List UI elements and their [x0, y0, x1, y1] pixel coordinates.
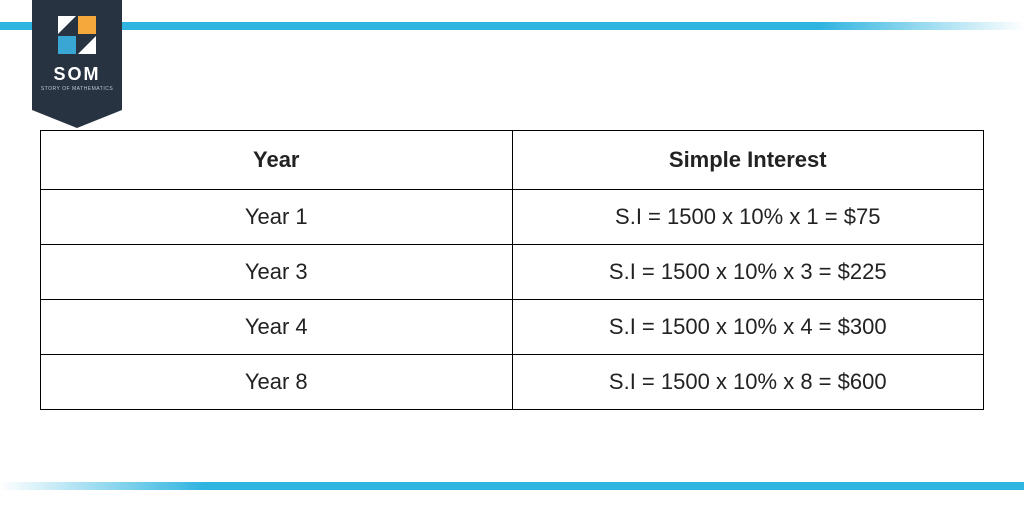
- content-area: Year Simple Interest Year 1 S.I = 1500 x…: [40, 130, 984, 410]
- col-year-header: Year: [41, 131, 513, 190]
- cell-year: Year 4: [41, 300, 513, 355]
- simple-interest-table: Year Simple Interest Year 1 S.I = 1500 x…: [40, 130, 984, 410]
- cell-year: Year 3: [41, 245, 513, 300]
- table-row: Year 1 S.I = 1500 x 10% x 1 = $75: [41, 190, 984, 245]
- logo-icon: [56, 14, 98, 56]
- bottom-accent-bar: [0, 482, 1024, 490]
- table-row: Year 4 S.I = 1500 x 10% x 4 = $300: [41, 300, 984, 355]
- cell-si: S.I = 1500 x 10% x 3 = $225: [512, 245, 984, 300]
- cell-si: S.I = 1500 x 10% x 4 = $300: [512, 300, 984, 355]
- top-accent-bar: [0, 22, 1024, 30]
- cell-year: Year 8: [41, 355, 513, 410]
- cell-si: S.I = 1500 x 10% x 8 = $600: [512, 355, 984, 410]
- cell-si: S.I = 1500 x 10% x 1 = $75: [512, 190, 984, 245]
- logo-badge: SOM STORY OF MATHEMATICS: [32, 0, 122, 110]
- table-header-row: Year Simple Interest: [41, 131, 984, 190]
- logo-text: SOM: [32, 64, 122, 85]
- logo-tagline: STORY OF MATHEMATICS: [32, 86, 122, 92]
- col-si-header: Simple Interest: [512, 131, 984, 190]
- cell-year: Year 1: [41, 190, 513, 245]
- table-row: Year 8 S.I = 1500 x 10% x 8 = $600: [41, 355, 984, 410]
- table-row: Year 3 S.I = 1500 x 10% x 3 = $225: [41, 245, 984, 300]
